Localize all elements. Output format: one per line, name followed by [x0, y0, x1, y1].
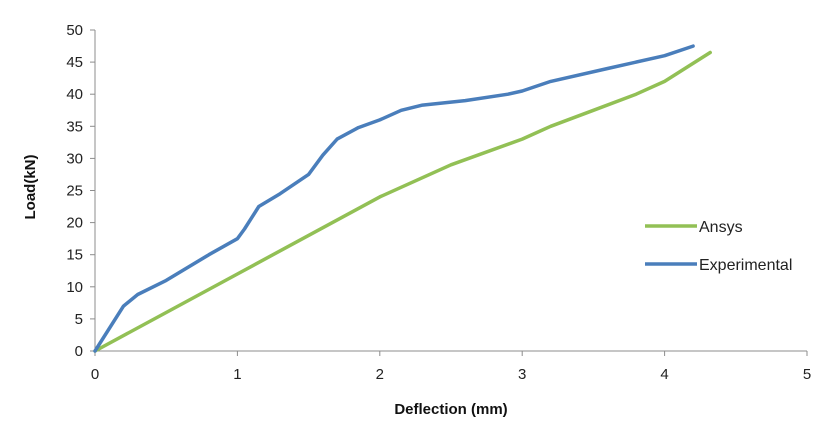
y-tick-label: 0: [75, 343, 83, 360]
x-tick-label: 2: [376, 366, 384, 383]
y-tick-label: 50: [66, 22, 83, 39]
x-tick-label: 0: [91, 366, 99, 383]
y-tick-label: 5: [75, 311, 83, 328]
x-axis-title: Deflection (mm): [394, 401, 507, 418]
y-tick-label: 25: [66, 183, 83, 200]
legend-label-experimental: Experimental: [699, 257, 792, 274]
x-tick-label: 3: [518, 366, 526, 383]
y-tick-label: 40: [66, 86, 83, 103]
series-layer: [93, 44, 712, 353]
y-tick-label: 15: [66, 247, 83, 264]
y-axis-title: Load(kN): [22, 155, 39, 220]
y-tick-label: 30: [66, 150, 83, 167]
y-tick-label: 10: [66, 279, 83, 296]
y-tick-label: 35: [66, 118, 83, 135]
series-line-experimental: [93, 44, 695, 353]
legend-label-ansys: Ansys: [699, 219, 743, 236]
y-tick-label: 20: [66, 215, 83, 232]
series-line-ansys: [93, 50, 712, 353]
y-tick-label: 45: [66, 54, 83, 71]
x-tick-label: 1: [233, 366, 241, 383]
legend: Ansys Experimental: [645, 219, 792, 274]
x-tick-label: 4: [660, 366, 668, 383]
x-tick-label: 5: [803, 366, 811, 383]
